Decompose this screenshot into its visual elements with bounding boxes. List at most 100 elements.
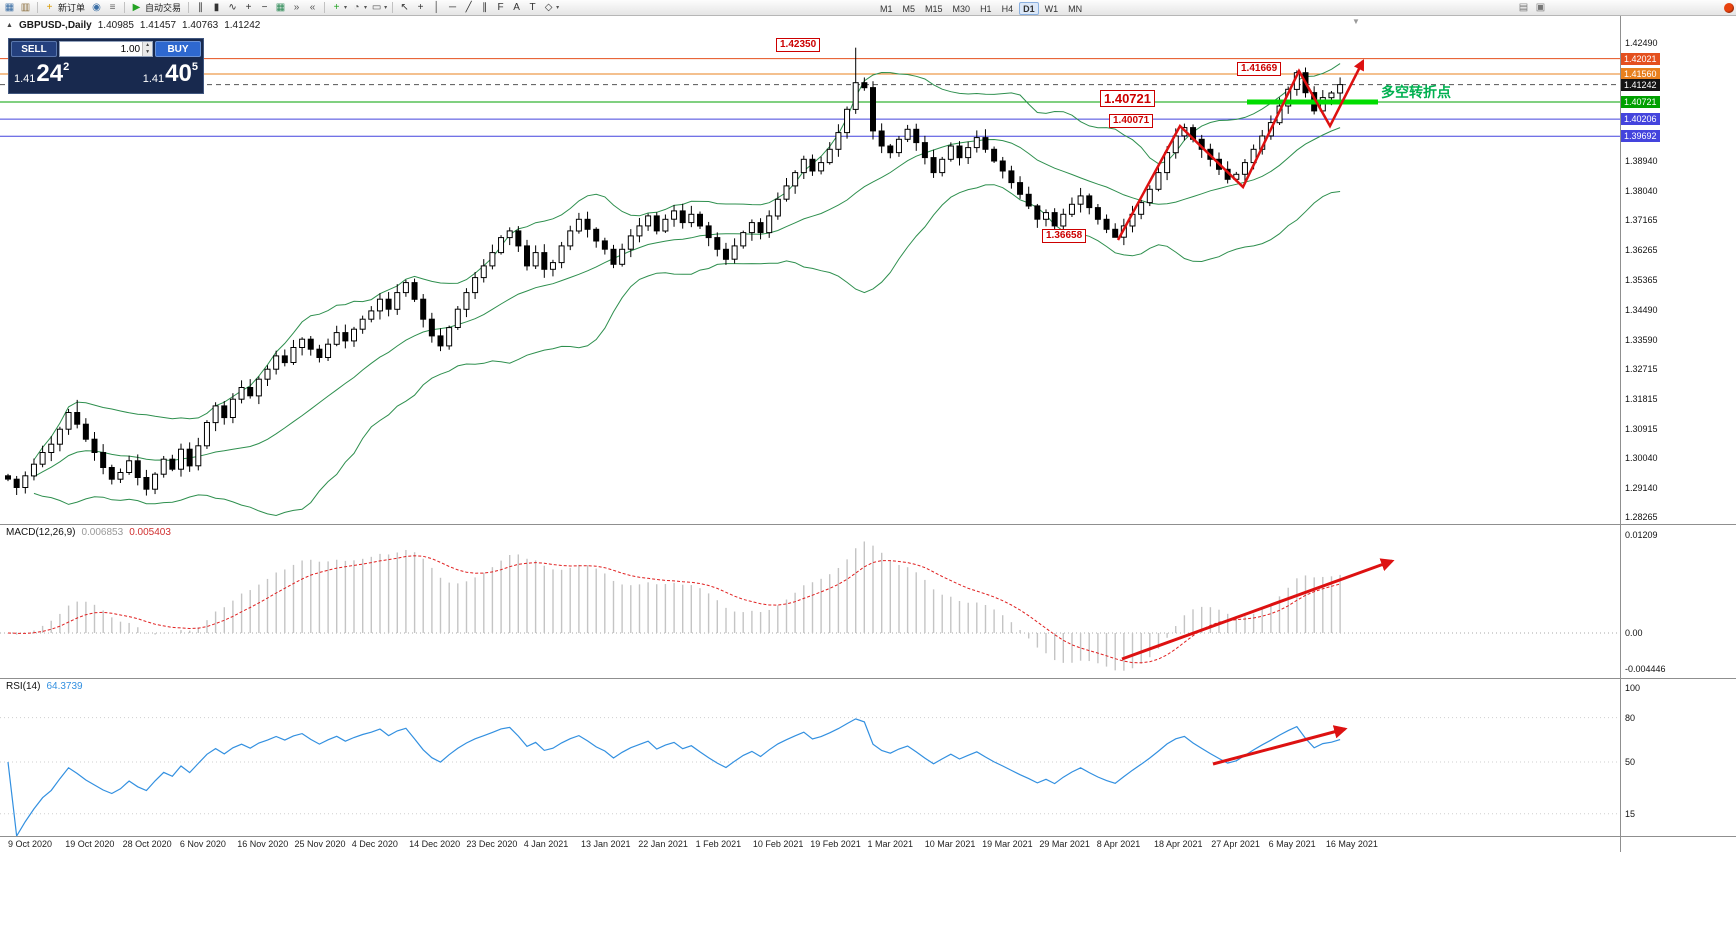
autotrading-icon[interactable]: ▶	[132, 2, 141, 13]
rsi-trend-arrow[interactable]	[1212, 725, 1348, 766]
date-label: 9 Oct 2020	[8, 839, 53, 849]
vertical-line-icon[interactable]: │	[433, 2, 440, 13]
main-chart-pane[interactable]	[0, 16, 1620, 524]
price-callout[interactable]: 1.40721	[1100, 90, 1155, 107]
price-tick: 1.29140	[1625, 482, 1658, 493]
date-label: 22 Jan 2021	[638, 839, 688, 849]
grid-icon[interactable]: ▦	[275, 2, 286, 13]
new-chart-icon[interactable]: ▦	[4, 2, 15, 13]
macd-pane[interactable]	[0, 525, 1620, 678]
trend-zigzag-arrow[interactable]	[1116, 58, 1365, 241]
date-label: 1 Feb 2021	[695, 839, 742, 849]
bollinger-upper-band[interactable]	[33, 63, 1341, 461]
cursor-icon[interactable]: ↖	[400, 2, 409, 13]
buy-price[interactable]: 1.41 40 5	[143, 59, 198, 89]
profiles-icon[interactable]: ▥	[20, 2, 31, 13]
templates-icon-caret[interactable]: ▾	[384, 5, 388, 11]
timeframe-toolbar: M1 M5 M15 M30 H1 H4 D1 W1 MN	[876, 1, 1086, 15]
buy-button[interactable]: BUY	[155, 41, 201, 57]
periods-icon-caret[interactable]: ▾	[364, 5, 368, 11]
auto-scroll-icon[interactable]: »	[293, 2, 300, 13]
timeframe-h4[interactable]: H4	[1001, 3, 1014, 14]
sell-button[interactable]: SELL	[11, 41, 57, 57]
chart-shift-marker[interactable]: ▼	[1352, 17, 1360, 26]
horizontal-line-icon[interactable]: ─	[449, 2, 457, 13]
timeframe-h1[interactable]: H1	[980, 3, 992, 14]
price-callout[interactable]: 1.41669	[1237, 62, 1282, 76]
timeframe-m15[interactable]: M15	[925, 3, 943, 14]
help-icon[interactable]: ▣	[1535, 2, 1546, 13]
timeframe-m30[interactable]: M30	[952, 3, 971, 14]
new-order-icon[interactable]: +	[46, 2, 53, 13]
line-chart-icon[interactable]: ∿	[228, 2, 237, 13]
crosshair-icon[interactable]: +	[417, 2, 424, 13]
volume-down-button[interactable]: ▼	[143, 49, 152, 56]
notification-badge[interactable]	[1724, 3, 1734, 13]
pane-splitter[interactable]	[0, 836, 1736, 837]
time-axis[interactable]: 9 Oct 2020 19 Oct 2020 28 Oct 2020 6 Nov 20…	[0, 837, 1620, 852]
price-tick: 1.33590	[1625, 334, 1658, 345]
chart-annotation-text[interactable]: 多空转折点	[1381, 84, 1451, 100]
periods-icon[interactable]: ◔	[353, 2, 360, 13]
arrows-icon-caret[interactable]: ▾	[556, 5, 560, 11]
arrows-icon[interactable]: ◇	[544, 2, 553, 13]
fibonacci-icon[interactable]: F	[497, 2, 504, 13]
indicators-icon[interactable]: +	[333, 2, 340, 13]
timeframe-w1[interactable]: W1	[1044, 3, 1059, 14]
volume-up-button[interactable]: ▲	[143, 42, 152, 49]
date-label: 13 Jan 2021	[581, 839, 631, 849]
date-label: 27 Apr 2021	[1211, 839, 1260, 849]
bollinger-lower-band[interactable]	[33, 184, 1341, 517]
pane-splitter[interactable]	[0, 678, 1736, 679]
metaquotes-id-icon[interactable]: ◉	[92, 2, 101, 13]
price-callout[interactable]: 1.40071	[1109, 114, 1154, 128]
price-chart-canvas[interactable]	[0, 16, 1620, 524]
pane-splitter[interactable]	[0, 524, 1736, 525]
macd-trend-arrow[interactable]	[1121, 558, 1395, 661]
horizontal-levels[interactable]	[0, 58, 1620, 137]
zoom-in-icon[interactable]: +	[245, 2, 252, 13]
chart-shift-icon[interactable]: «	[309, 2, 316, 13]
bollinger-bands[interactable]	[33, 63, 1341, 517]
timeframe-m5[interactable]: M5	[902, 3, 916, 14]
price-tick: 1.35365	[1625, 275, 1658, 286]
new-order-icon-label[interactable]: 新订单	[58, 3, 86, 13]
channel-icon[interactable]: ∥	[482, 2, 488, 13]
label-icon[interactable]: T	[529, 2, 536, 13]
zoom-out-icon[interactable]: −	[261, 2, 268, 13]
autotrading-icon-label[interactable]: 自动交易	[145, 3, 182, 13]
date-label: 1 Mar 2021	[867, 839, 914, 849]
candlestick-chart-icon[interactable]: ▮	[213, 2, 220, 13]
rsi-line[interactable]	[7, 718, 1341, 836]
timeframe-m1[interactable]: M1	[880, 3, 893, 14]
price-level-badge: 1.41560	[1621, 67, 1660, 80]
tile-windows-icon[interactable]: ▤	[1518, 2, 1529, 13]
macd-signal-line[interactable]	[7, 555, 1341, 664]
timeframe-d1[interactable]: D1	[1019, 1, 1039, 15]
rsi-indicator-label: RSI(14) 64.3739	[6, 681, 89, 692]
date-label: 25 Nov 2020	[294, 839, 346, 849]
price-level-badge: 1.39692	[1621, 130, 1660, 143]
collapse-trade-panel-icon[interactable]: ▲	[6, 22, 13, 29]
bar-chart-icon[interactable]: ∥	[198, 2, 204, 13]
date-label: 8 Apr 2021	[1096, 839, 1141, 849]
trendline-icon[interactable]: ╱	[465, 2, 472, 13]
price-callout[interactable]: 1.42350	[776, 38, 821, 52]
templates-icon[interactable]: ▭	[371, 2, 382, 13]
price-tick: 1.34490	[1625, 304, 1658, 315]
bollinger-middle-band[interactable]	[33, 127, 1341, 478]
rsi-pane[interactable]	[0, 679, 1620, 836]
price-axis[interactable]: 1.42490 1.38940 1.38040 1.37165 1.36265 1.353…	[1620, 16, 1736, 852]
volume-input[interactable]	[60, 42, 143, 56]
macd-axis-tick: -0.004446	[1625, 664, 1666, 675]
market-depth-icon[interactable]: ≡	[109, 2, 116, 13]
macd-name: MACD(12,26,9)	[6, 527, 76, 538]
macd-canvas[interactable]	[0, 525, 1620, 678]
indicators-icon-caret[interactable]: ▾	[344, 5, 348, 11]
text-icon[interactable]: A	[513, 2, 520, 13]
price-callout[interactable]: 1.36658	[1042, 229, 1087, 243]
timeframe-mn[interactable]: MN	[1068, 3, 1083, 14]
ohlc-open: 1.40985	[97, 20, 134, 31]
rsi-canvas[interactable]	[0, 679, 1620, 836]
sell-price[interactable]: 1.41 24 2	[14, 59, 69, 89]
